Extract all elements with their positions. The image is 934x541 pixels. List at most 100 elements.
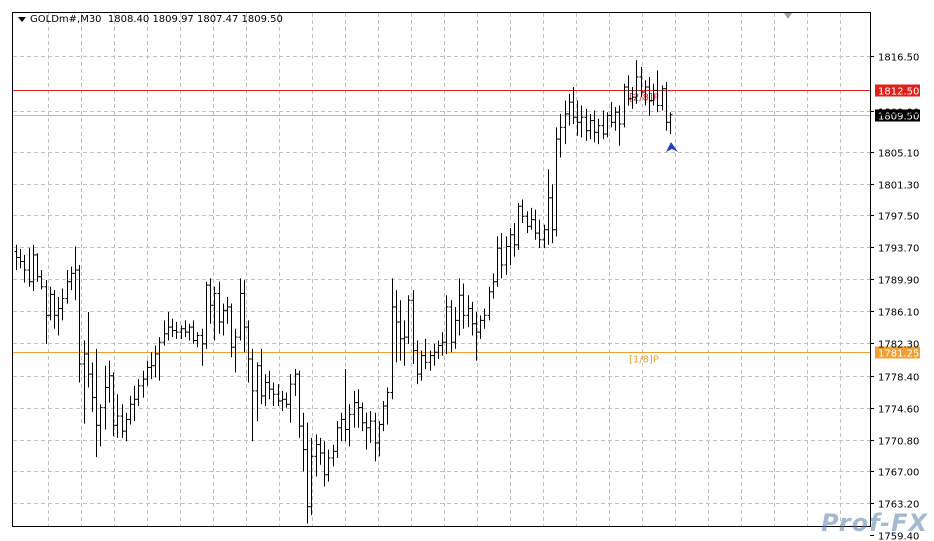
ohlc-bar [550,184,555,244]
ohlc-bar [466,295,471,328]
ohlc-bar [174,322,179,339]
tick-label: 1793.70 [878,244,919,255]
ohlc-bar [411,290,416,365]
prof-fx-watermark: Prof-FX [820,509,928,537]
ohlc-bar [183,320,188,338]
ohlc-bar [596,118,601,145]
markers [666,13,792,153]
ohlc-bar [339,412,344,442]
ohlc-bar [579,105,584,138]
ohlc-bar [200,328,205,366]
ohlc-bar [385,387,390,425]
ohlc-bar [225,296,230,324]
ohlc-bar [525,211,530,234]
ohlc-bar [111,372,116,437]
ohlc-bar [297,370,302,438]
ohlc-bar [86,311,91,388]
ohlc-bar [554,127,559,237]
ohlc-bar [508,228,513,265]
ohlc-bar [132,385,137,422]
ohlc-bar [271,382,276,406]
ohlc-bar [601,110,606,140]
level-price-tag [875,346,920,359]
ohlc-bar [115,394,120,438]
price-axis: 1816.50 1809.90 1805.10 1801.30 1797.50 1793.… [870,53,919,541]
ohlc-bar [512,223,517,257]
price-levels: [2/8]P 1812.50 [1/8]P 1781.25 1809.50 [13,84,920,366]
symbol-timeframe: GOLDm#,M30 [30,14,102,25]
ohlc-bar [301,412,306,472]
ohlc-bar [664,82,669,131]
ohlc-bar [499,233,504,279]
ohlc-bar [592,110,597,143]
ohlc-bar [242,280,247,353]
ohlc-bar [267,370,272,400]
ohlc-bar [120,404,125,438]
ohlc-bar [221,303,226,336]
ohlc-bar [461,283,466,329]
ohlc-bar [617,105,622,146]
ohlc-bar [276,384,281,406]
ohlc-bar [440,332,445,356]
ohlc-bar [584,108,589,141]
ohlc-bar [191,320,196,344]
ohlc-bar [153,345,158,378]
ohlc-bar [563,100,568,145]
ohlc-bar [474,311,479,361]
ohlc-values: 1808.40 1809.97 1807.47 1809.50 [107,14,283,25]
ohlc-bar [546,169,551,245]
ohlc-bar [655,70,660,113]
level-price-label: 1781.25 [878,349,919,360]
level-price-label: 1812.50 [878,87,919,98]
tick-label: 1782.30 [878,340,919,351]
tick-label: 1759.40 [878,532,919,541]
ohlc-bar [136,379,141,406]
ohlc-bar [90,362,95,412]
ohlc-bar [647,76,652,116]
ohlc-bar [284,392,289,408]
ohlc-bar [398,300,403,361]
ohlc-bar [622,83,627,128]
ohlc-bar [609,102,614,128]
ohlc-bar [495,236,500,287]
ohlc-bar [31,244,36,291]
ohlc-bar [314,434,319,477]
ohlc-bar [65,270,70,304]
tick-label: 1767.00 [878,468,919,479]
arrow-up-icon [666,142,678,153]
ohlc-bar [318,437,323,465]
ohlc-bar [520,199,525,224]
ohlc-bar [322,441,327,487]
ohlc-bar [449,300,454,353]
ohlc-bar [419,350,424,381]
tick-label: 1805.10 [878,149,919,160]
ohlc-bar [82,340,87,424]
chart-shift-icon [784,13,792,19]
ohlc-bar [27,248,32,287]
ohlc-bar [39,270,44,290]
chart-header: GOLDm#,M30 1808.40 1809.97 1807.47 1809.… [18,14,283,25]
tick-label: 1786.10 [878,308,919,319]
ohlc-bar [347,404,352,447]
tick-label: 1778.40 [878,373,919,384]
ohlc-bar [373,412,378,462]
ohlc-bar [124,412,129,442]
tick-label: 1797.50 [878,212,919,223]
ohlc-bar [22,254,27,283]
ohlc-bar [377,421,382,457]
ohlc-bar [44,280,49,344]
current-price-tag [875,109,920,122]
ohlc-bar [52,290,57,329]
ohlc-bar [69,266,74,291]
ohlc-bar [356,389,361,428]
ohlc-bar [605,112,610,138]
ohlc-bar [229,303,234,358]
dropdown-triangle-icon[interactable] [18,16,26,22]
ohlc-bar [457,278,462,336]
ohlc-bar [432,343,437,366]
ohlc-bar [537,219,542,249]
ohlc-bar [588,113,593,140]
level-label: [2/8]P [629,93,659,104]
